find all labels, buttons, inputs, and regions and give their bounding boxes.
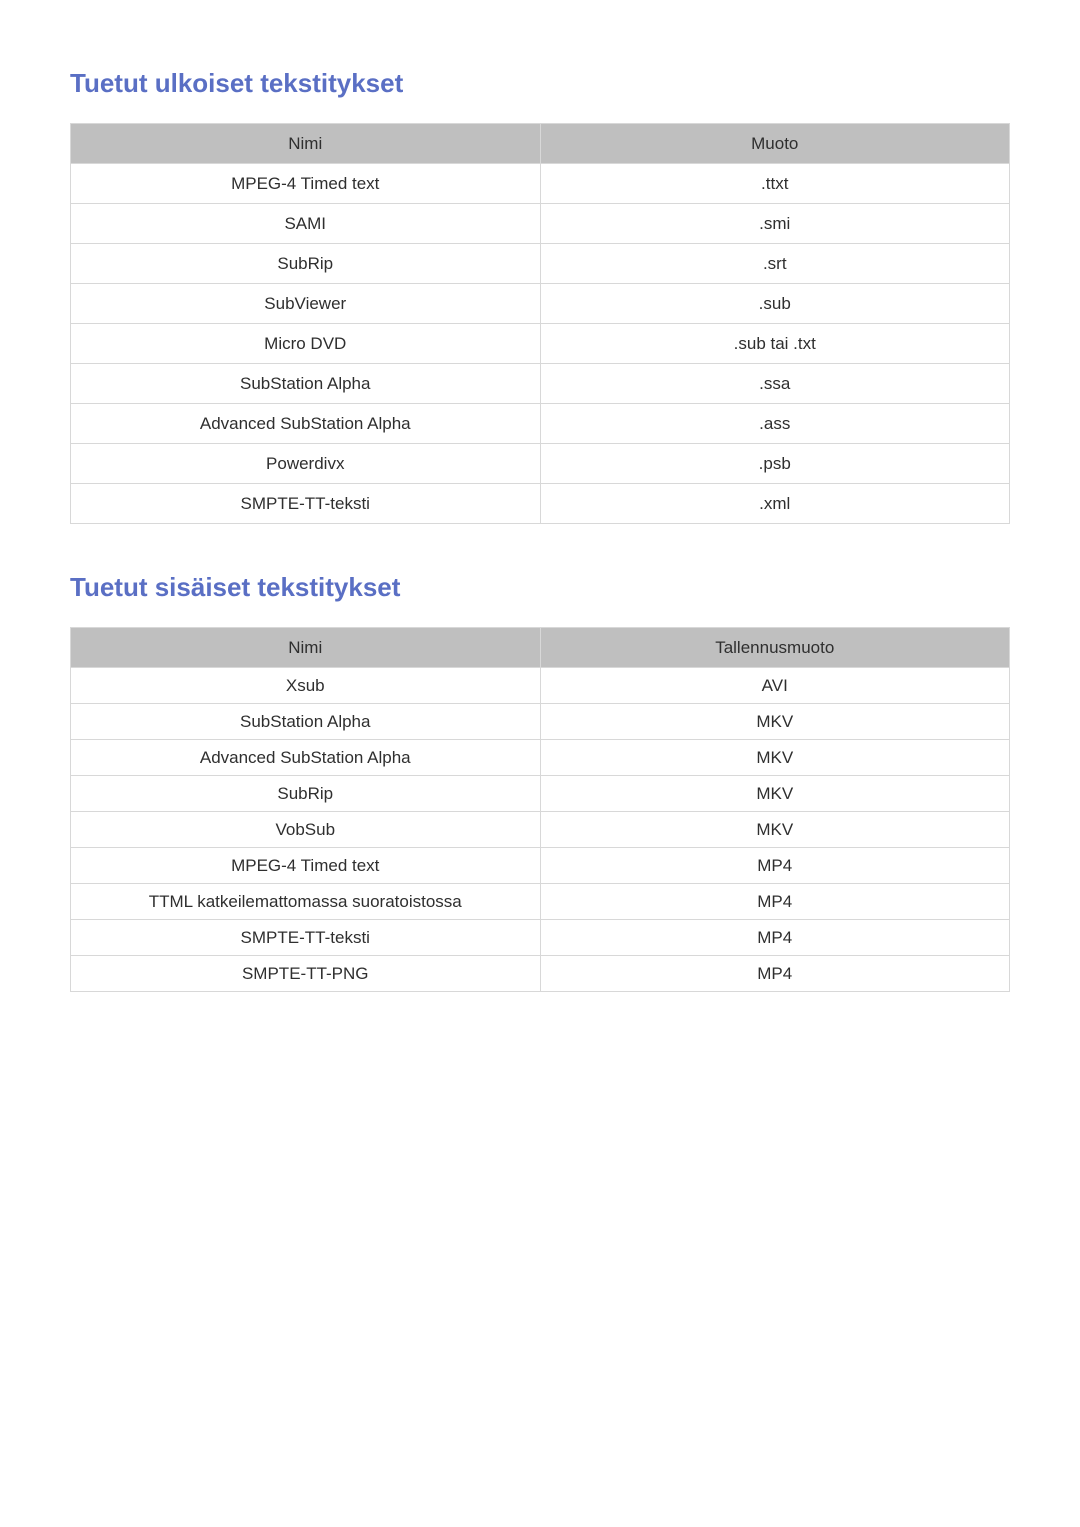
cell-container: MKV (540, 812, 1010, 848)
internal-subtitles-section: Tuetut sisäiset tekstitykset Nimi Tallen… (70, 572, 1010, 992)
cell-container: MKV (540, 704, 1010, 740)
cell-name: SMPTE-TT-teksti (71, 920, 541, 956)
table-row: SAMI .smi (71, 204, 1010, 244)
cell-container: MKV (540, 740, 1010, 776)
cell-name: MPEG-4 Timed text (71, 848, 541, 884)
table-row: Advanced SubStation Alpha MKV (71, 740, 1010, 776)
table-row: SubRip .srt (71, 244, 1010, 284)
cell-format: .srt (540, 244, 1010, 284)
table-header-row: Nimi Muoto (71, 124, 1010, 164)
cell-format: .sub (540, 284, 1010, 324)
external-subtitles-table: Nimi Muoto MPEG-4 Timed text .ttxt SAMI … (70, 123, 1010, 524)
table-row: Powerdivx .psb (71, 444, 1010, 484)
cell-name: SubStation Alpha (71, 704, 541, 740)
table-row: SubRip MKV (71, 776, 1010, 812)
table-row: MPEG-4 Timed text MP4 (71, 848, 1010, 884)
table-row: SMPTE-TT-teksti .xml (71, 484, 1010, 524)
cell-format: .xml (540, 484, 1010, 524)
cell-container: MP4 (540, 884, 1010, 920)
section-title-internal: Tuetut sisäiset tekstitykset (70, 572, 1010, 603)
table-row: Micro DVD .sub tai .txt (71, 324, 1010, 364)
cell-name: Advanced SubStation Alpha (71, 404, 541, 444)
cell-container: MP4 (540, 956, 1010, 992)
table-row: SMPTE-TT-PNG MP4 (71, 956, 1010, 992)
table-row: SMPTE-TT-teksti MP4 (71, 920, 1010, 956)
external-subtitles-section: Tuetut ulkoiset tekstitykset Nimi Muoto … (70, 68, 1010, 524)
table-body: Xsub AVI SubStation Alpha MKV Advanced S… (71, 668, 1010, 992)
cell-name: TTML katkeilemattomassa suoratoistossa (71, 884, 541, 920)
cell-name: Advanced SubStation Alpha (71, 740, 541, 776)
cell-format: .psb (540, 444, 1010, 484)
cell-format: .smi (540, 204, 1010, 244)
table-row: SubStation Alpha MKV (71, 704, 1010, 740)
table-row: SubViewer .sub (71, 284, 1010, 324)
cell-name: SubStation Alpha (71, 364, 541, 404)
cell-name: VobSub (71, 812, 541, 848)
cell-name: SubRip (71, 244, 541, 284)
internal-subtitles-table: Nimi Tallennusmuoto Xsub AVI SubStation … (70, 627, 1010, 992)
cell-name: SubViewer (71, 284, 541, 324)
table-row: Xsub AVI (71, 668, 1010, 704)
cell-format: .sub tai .txt (540, 324, 1010, 364)
cell-name: SMPTE-TT-PNG (71, 956, 541, 992)
cell-name: SubRip (71, 776, 541, 812)
table-row: VobSub MKV (71, 812, 1010, 848)
cell-container: MP4 (540, 848, 1010, 884)
table-row: SubStation Alpha .ssa (71, 364, 1010, 404)
section-title-external: Tuetut ulkoiset tekstitykset (70, 68, 1010, 99)
table-row: Advanced SubStation Alpha .ass (71, 404, 1010, 444)
cell-format: .ssa (540, 364, 1010, 404)
cell-name: SMPTE-TT-teksti (71, 484, 541, 524)
cell-name: SAMI (71, 204, 541, 244)
cell-name: MPEG-4 Timed text (71, 164, 541, 204)
col-header-container: Tallennusmuoto (540, 628, 1010, 668)
col-header-format: Muoto (540, 124, 1010, 164)
cell-container: AVI (540, 668, 1010, 704)
col-header-name: Nimi (71, 124, 541, 164)
cell-name: Powerdivx (71, 444, 541, 484)
table-head: Nimi Muoto (71, 124, 1010, 164)
table-body: MPEG-4 Timed text .ttxt SAMI .smi SubRip… (71, 164, 1010, 524)
cell-name: Micro DVD (71, 324, 541, 364)
col-header-name: Nimi (71, 628, 541, 668)
table-head: Nimi Tallennusmuoto (71, 628, 1010, 668)
cell-container: MKV (540, 776, 1010, 812)
table-row: TTML katkeilemattomassa suoratoistossa M… (71, 884, 1010, 920)
table-header-row: Nimi Tallennusmuoto (71, 628, 1010, 668)
table-row: MPEG-4 Timed text .ttxt (71, 164, 1010, 204)
cell-format: .ass (540, 404, 1010, 444)
cell-name: Xsub (71, 668, 541, 704)
cell-format: .ttxt (540, 164, 1010, 204)
cell-container: MP4 (540, 920, 1010, 956)
